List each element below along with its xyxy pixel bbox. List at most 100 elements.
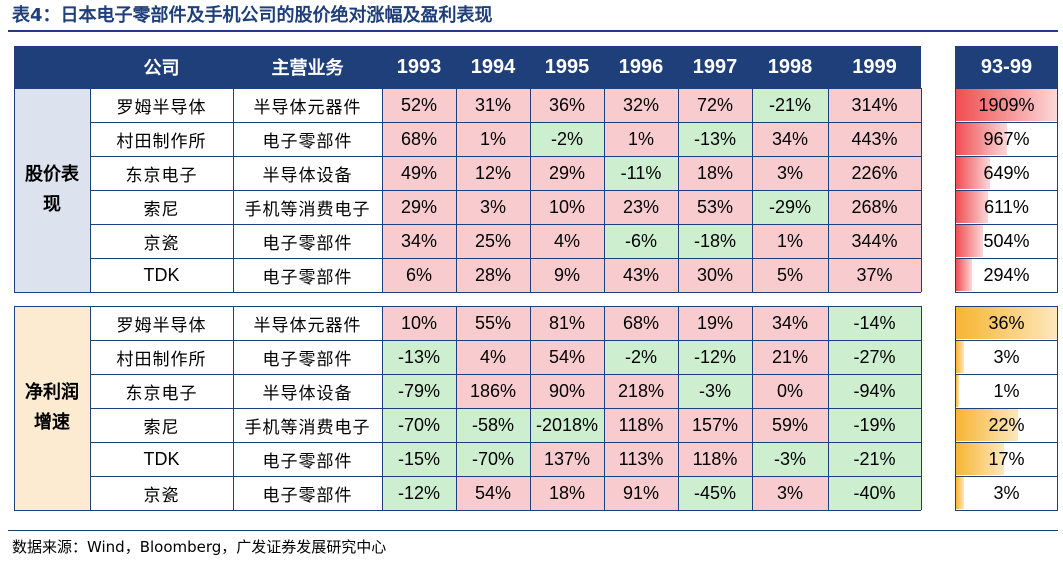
cumulative-data-bar [956, 123, 1007, 155]
grid-line [921, 88, 922, 292]
value-cell: -6% [604, 224, 678, 258]
company-name: 罗姆半导体 [116, 315, 207, 336]
value-cell: 81% [530, 306, 604, 340]
value-cell: -2018% [530, 408, 604, 442]
company-name: 京瓷 [143, 233, 180, 254]
group-label-line: 股价表 [25, 164, 79, 185]
grid-line [955, 224, 1058, 225]
cumulative-data-bar [956, 477, 964, 509]
business-name: 电子零部件 [262, 233, 353, 254]
value-cell: 55% [456, 306, 530, 340]
value-cell: 21% [752, 340, 828, 374]
company-name: 村田制作所 [116, 131, 207, 152]
value-cell: 3% [752, 156, 828, 190]
value-cell: -70% [382, 408, 456, 442]
column-gap [921, 46, 955, 510]
value-cell: -94% [828, 374, 921, 408]
grid-line [14, 510, 90, 511]
cumulative-cell: 36% [955, 306, 1058, 340]
cumulative-cell: 17% [955, 442, 1058, 476]
value-cell: 137% [530, 442, 604, 476]
grid-line [90, 476, 921, 477]
grid-line [955, 258, 1058, 259]
value-cell: 10% [530, 190, 604, 224]
grid-line [90, 224, 921, 225]
value-cell: 218% [604, 374, 678, 408]
cumulative-cell: 1% [955, 374, 1058, 408]
group-label-line: 现 [43, 194, 61, 215]
grid-line [14, 306, 15, 510]
business-name: 半导体设备 [262, 165, 353, 186]
value-cell: 226% [828, 156, 921, 190]
value-cell: 90% [530, 374, 604, 408]
cumulative-data-bar [956, 89, 1057, 121]
value-cell: 29% [382, 190, 456, 224]
grid-line [1057, 88, 1058, 292]
value-cell: -14% [828, 306, 921, 340]
grid-line [90, 408, 921, 409]
grid-line [678, 88, 679, 292]
grid-line [530, 88, 531, 292]
cumulative-value: 294% [983, 264, 1030, 285]
grid-line [955, 88, 956, 292]
grid-line [955, 306, 956, 510]
cumulative-cell: 649% [955, 156, 1058, 190]
source-rule [8, 530, 1058, 531]
value-cell: 6% [382, 258, 456, 292]
group-label-line: 净利润 [25, 382, 79, 403]
value-cell: 4% [456, 340, 530, 374]
header-year-1998: 1998 [752, 46, 828, 88]
value-cell: -15% [382, 442, 456, 476]
company-name: 京瓷 [143, 485, 180, 506]
value-cell: 314% [828, 88, 921, 122]
group-stock-price: 股价表现 [14, 88, 90, 292]
value-cell: -13% [678, 122, 752, 156]
header-cumulative: 93-99 [955, 46, 1058, 88]
grid-line [604, 88, 605, 292]
value-cell: 18% [530, 476, 604, 510]
business-name: 半导体元器件 [253, 97, 362, 118]
grid-line [14, 292, 90, 293]
value-cell: -29% [752, 190, 828, 224]
grid-line [955, 408, 1058, 409]
value-cell: 344% [828, 224, 921, 258]
cumulative-data-bar [956, 443, 1004, 475]
cumulative-value: 3% [993, 482, 1020, 503]
cumulative-cell: 3% [955, 476, 1058, 510]
cumulative-data-bar [956, 157, 990, 189]
company-name: 罗姆半导体 [116, 97, 207, 118]
value-cell: 91% [604, 476, 678, 510]
value-cell: 186% [456, 374, 530, 408]
value-cell: 23% [604, 190, 678, 224]
grid-line [14, 306, 90, 307]
header-year-1993: 1993 [382, 46, 456, 88]
grid-line [456, 88, 457, 292]
company-name: TDK [143, 264, 180, 285]
business-name: 电子零部件 [262, 267, 353, 288]
cumulative-data-bar [956, 307, 1057, 339]
stock-profit-table: 公司 主营业务 1993 1994 1995 1996 1997 1998 1999 93-99 股… [14, 46, 1058, 511]
value-cell: 9% [530, 258, 604, 292]
table-title: 表4：日本电子零部件及手机公司的股价绝对涨幅及盈利表现 [12, 5, 493, 26]
value-cell: -2% [530, 122, 604, 156]
cumulative-value: 1909% [978, 94, 1035, 115]
value-cell: 37% [828, 258, 921, 292]
value-cell: 3% [456, 190, 530, 224]
cumulative-data-bar [956, 259, 972, 291]
value-cell: 68% [382, 122, 456, 156]
value-cell: -2% [604, 340, 678, 374]
value-cell: 5% [752, 258, 828, 292]
business-name: 半导体元器件 [253, 315, 362, 336]
grid-line [90, 306, 921, 307]
company-name: 索尼 [143, 199, 180, 220]
grid-line [678, 306, 679, 510]
grid-line [955, 510, 1058, 511]
value-cell: 59% [752, 408, 828, 442]
grid-line [90, 292, 921, 293]
value-cell: -19% [828, 408, 921, 442]
cumulative-value: 22% [988, 414, 1025, 435]
value-cell: 25% [456, 224, 530, 258]
value-cell: -40% [828, 476, 921, 510]
value-cell: 3% [752, 476, 828, 510]
value-cell: 118% [604, 408, 678, 442]
